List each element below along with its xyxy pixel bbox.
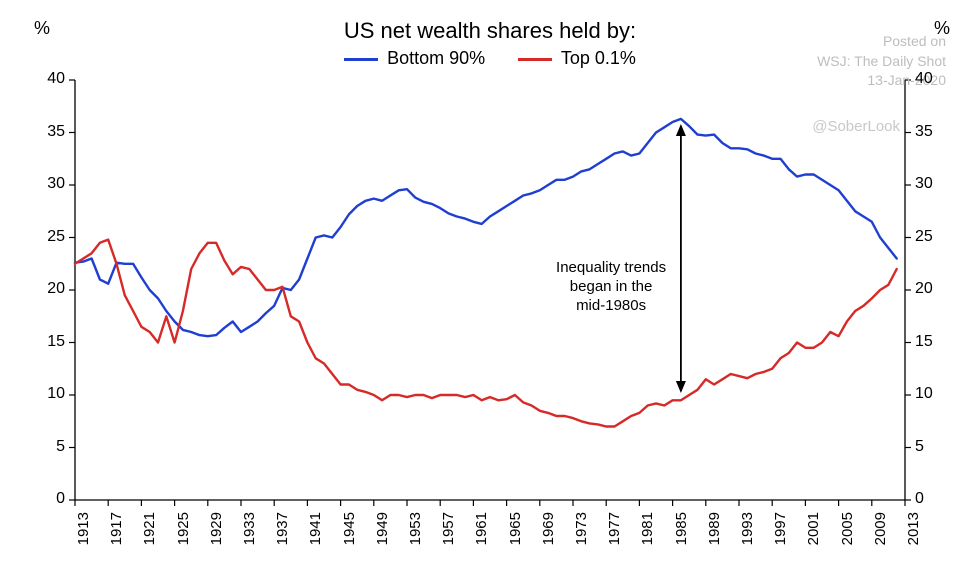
- series-line: [75, 240, 897, 427]
- ytick-left: 20: [47, 280, 65, 298]
- ytick-left: 25: [47, 228, 65, 246]
- xtick-label: 1997: [772, 512, 789, 552]
- annotation-text: Inequality trends began in the mid-1980s: [541, 259, 681, 315]
- ytick-left: 10: [47, 385, 65, 403]
- xtick-label: 1993: [739, 512, 756, 552]
- xtick-label: 2005: [839, 512, 856, 552]
- legend-swatch-top01: [518, 58, 552, 61]
- ytick-right: 35: [915, 123, 933, 141]
- xtick-label: 2001: [805, 512, 822, 552]
- xtick-label: 2009: [872, 512, 889, 552]
- series-line: [75, 119, 897, 336]
- ytick-right: 10: [915, 385, 933, 403]
- ytick-right: 30: [915, 175, 933, 193]
- wealth-chart-container: % % US net wealth shares held by: Bottom…: [0, 0, 980, 580]
- watermark-line1: Posted on: [817, 32, 946, 52]
- ytick-right: 0: [915, 490, 924, 508]
- xtick-label: 1929: [208, 512, 225, 552]
- watermark-line2: WSJ: The Daily Shot: [817, 52, 946, 72]
- xtick-label: 1937: [274, 512, 291, 552]
- xtick-label: 1941: [307, 512, 324, 552]
- xtick-label: 1969: [540, 512, 557, 552]
- xtick-label: 1973: [573, 512, 590, 552]
- watermark-handle: @SoberLook: [812, 118, 900, 135]
- ytick-left: 0: [56, 490, 65, 508]
- ytick-left: 30: [47, 175, 65, 193]
- xtick-label: 1949: [374, 512, 391, 552]
- legend-label-bottom90: Bottom 90%: [387, 48, 485, 68]
- xtick-label: 1913: [75, 512, 92, 552]
- xtick-label: 1917: [108, 512, 125, 552]
- xtick-label: 1985: [673, 512, 690, 552]
- ytick-right: 25: [915, 228, 933, 246]
- ytick-right: 15: [915, 333, 933, 351]
- ytick-left: 40: [47, 70, 65, 88]
- xtick-label: 1957: [440, 512, 457, 552]
- ytick-left: 5: [56, 438, 65, 456]
- ytick-right: 5: [915, 438, 924, 456]
- ytick-right: 40: [915, 70, 933, 88]
- legend-item-bottom90: Bottom 90%: [344, 48, 490, 68]
- xtick-label: 1921: [141, 512, 158, 552]
- legend-label-top01: Top 0.1%: [561, 48, 636, 68]
- legend-item-top01: Top 0.1%: [518, 48, 636, 68]
- xtick-label: 1989: [706, 512, 723, 552]
- annotation-line3: mid-1980s: [576, 297, 646, 314]
- xtick-label: 1981: [639, 512, 656, 552]
- xtick-label: 1945: [341, 512, 358, 552]
- annotation-line2: began in the: [570, 278, 653, 295]
- xtick-label: 2013: [905, 512, 922, 552]
- xtick-label: 1965: [507, 512, 524, 552]
- ytick-right: 20: [915, 280, 933, 298]
- ytick-left: 35: [47, 123, 65, 141]
- legend-swatch-bottom90: [344, 58, 378, 61]
- xtick-label: 1933: [241, 512, 258, 552]
- xtick-label: 1977: [606, 512, 623, 552]
- ytick-left: 15: [47, 333, 65, 351]
- xtick-label: 1961: [473, 512, 490, 552]
- xtick-label: 1925: [175, 512, 192, 552]
- annotation-line1: Inequality trends: [556, 259, 666, 276]
- xtick-label: 1953: [407, 512, 424, 552]
